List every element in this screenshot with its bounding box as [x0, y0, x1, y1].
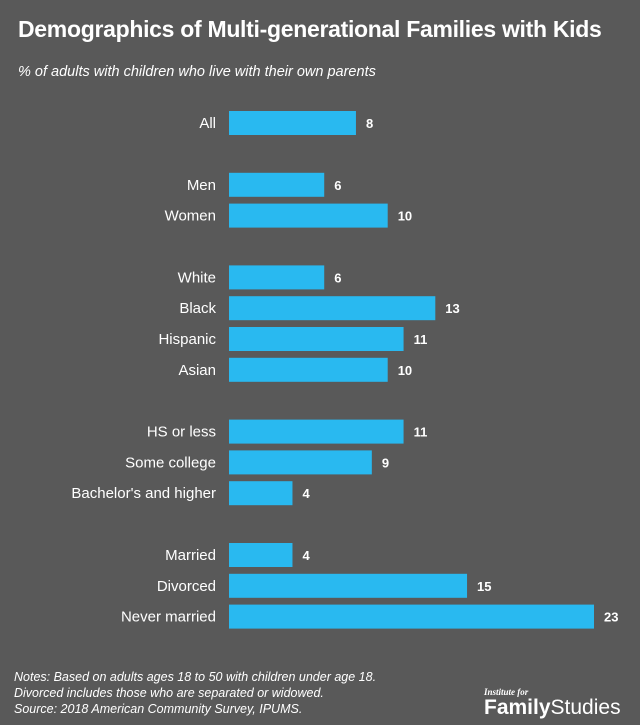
value-label: 8 — [366, 116, 373, 131]
note-line: Notes: Based on adults ages 18 to 50 wit… — [14, 670, 377, 684]
logo-small-text: Institute for — [484, 687, 529, 697]
bar — [229, 419, 404, 444]
category-label: Some college — [125, 454, 216, 471]
value-label: 15 — [477, 579, 491, 594]
category-label: Black — [179, 300, 216, 317]
note-line: Divorced includes those who are separate… — [14, 686, 324, 700]
value-label: 11 — [414, 332, 428, 347]
chart-title: Demographics of Multi-generational Famil… — [18, 16, 602, 42]
category-label: All — [199, 115, 216, 132]
value-label: 4 — [302, 548, 310, 563]
value-label: 9 — [382, 455, 389, 470]
bar — [229, 203, 388, 228]
bar — [229, 604, 594, 629]
category-label: Bachelor's and higher — [71, 485, 216, 502]
bar — [229, 265, 325, 290]
value-label: 4 — [302, 486, 310, 501]
value-label: 10 — [398, 209, 412, 224]
category-label: Women — [165, 208, 216, 225]
bar — [229, 111, 356, 135]
category-label: Men — [187, 177, 216, 194]
notes: Notes: Based on adults ages 18 to 50 wit… — [14, 669, 376, 717]
bar — [229, 357, 388, 382]
value-label: 6 — [334, 270, 341, 285]
bar — [229, 172, 325, 197]
value-label: 6 — [334, 178, 341, 193]
bar — [229, 450, 372, 475]
category-label: Asian — [178, 362, 216, 379]
category-label: Never married — [121, 609, 216, 626]
value-label: 11 — [414, 425, 428, 440]
value-label: 10 — [398, 363, 412, 378]
logo-family: Family — [484, 696, 551, 719]
bar — [229, 296, 436, 321]
bar — [229, 481, 293, 506]
logo-studies: Studies — [550, 696, 621, 719]
category-label: Married — [165, 547, 216, 564]
category-label: HS or less — [147, 424, 216, 441]
bar — [229, 573, 468, 598]
value-label: 13 — [445, 301, 459, 316]
category-label: Divorced — [157, 578, 216, 595]
value-label: 23 — [604, 610, 618, 625]
category-label: Hispanic — [158, 331, 216, 348]
category-label: White — [178, 269, 216, 286]
source-line: Source: 2018 American Community Survey, … — [14, 702, 303, 716]
bar — [229, 543, 293, 567]
bar — [229, 327, 404, 351]
chart-subtitle: % of adults with children who live with … — [18, 64, 376, 80]
ifs-logo: Institute for FamilyStudies — [484, 687, 621, 719]
